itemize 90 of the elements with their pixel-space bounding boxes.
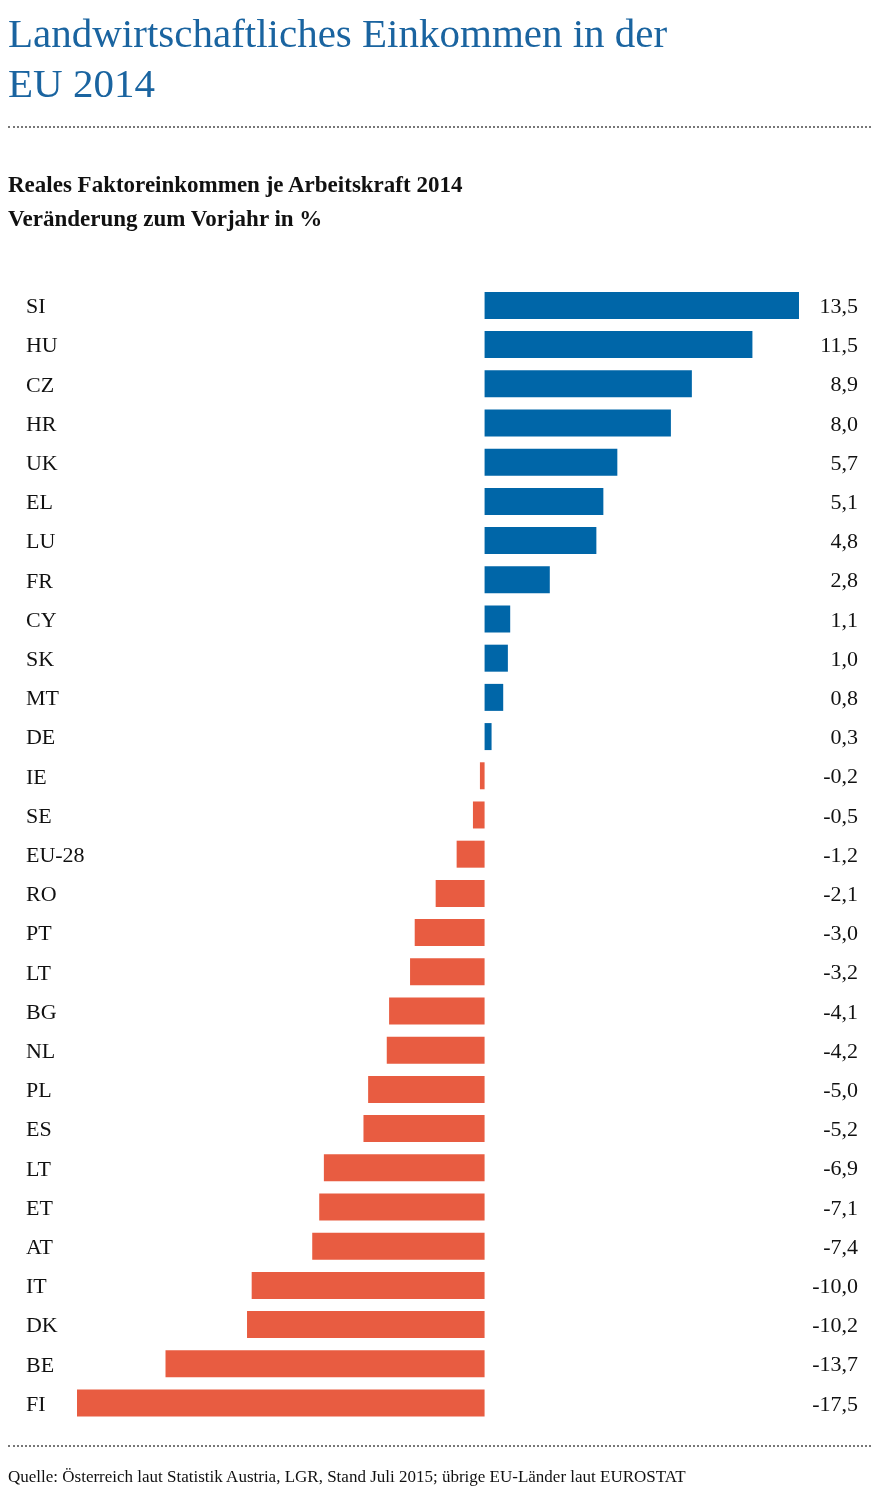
bar xyxy=(484,370,692,398)
y-tick-label: BE xyxy=(26,1351,55,1377)
bar xyxy=(435,879,485,907)
y-tick-label: SE xyxy=(26,802,52,828)
chart-title: Landwirtschaftliches Einkommen in der EU 2014 xyxy=(8,9,669,108)
data-label: -4,2 xyxy=(823,1037,858,1063)
bar xyxy=(484,487,604,515)
data-label: 1,0 xyxy=(830,645,858,671)
bar xyxy=(472,801,485,829)
data-label: 11,5 xyxy=(820,332,858,358)
data-label: -0,5 xyxy=(823,802,858,828)
y-tick-label: LT xyxy=(26,959,52,985)
data-label: -17,5 xyxy=(812,1390,858,1416)
y-tick-label: SK xyxy=(26,646,55,672)
bar xyxy=(484,291,799,319)
data-label: -13,7 xyxy=(812,1351,858,1377)
y-tick-label: ES xyxy=(26,1116,52,1142)
bar xyxy=(484,448,618,476)
bar xyxy=(484,605,511,633)
bar xyxy=(312,1232,485,1260)
y-tick-label: LU xyxy=(26,528,56,554)
y-tick-label: CY xyxy=(26,606,57,632)
bar xyxy=(363,1115,485,1143)
data-label: 0,8 xyxy=(830,685,858,711)
data-label: -7,1 xyxy=(823,1194,858,1220)
data-label: -1,2 xyxy=(823,841,858,867)
data-label: -2,1 xyxy=(823,881,858,907)
data-label: -4,1 xyxy=(823,998,858,1024)
bar xyxy=(484,644,508,672)
bar xyxy=(368,1075,485,1103)
y-tick-label: IE xyxy=(26,763,47,789)
bar xyxy=(251,1271,485,1299)
y-tick-label: CZ xyxy=(26,371,55,397)
bar xyxy=(414,919,485,947)
chart-subtitle: Reales Faktoreinkommen je Arbeitskraft 2014 Veränderung zum Vorjahr in % xyxy=(8,171,464,233)
y-tick-label: MT xyxy=(26,685,60,711)
bar xyxy=(484,527,597,555)
y-tick-label: RO xyxy=(26,881,57,907)
data-label: -5,2 xyxy=(823,1116,858,1142)
bar xyxy=(389,997,485,1025)
bar xyxy=(165,1350,485,1378)
y-tick-label: BG xyxy=(26,998,57,1024)
data-label: 5,1 xyxy=(830,489,858,515)
y-tick-label: UK xyxy=(26,450,58,476)
source-note: Quelle: Österreich laut Statistik Austria, LGR, Stand Juli 2015; übrige EU-Länder laut EUROSTAT xyxy=(8,1466,687,1487)
y-tick-label: EU-28 xyxy=(26,842,85,868)
data-label: -0,2 xyxy=(823,763,858,789)
data-label: 0,3 xyxy=(830,724,858,750)
bar xyxy=(479,762,485,790)
data-label: -7,4 xyxy=(823,1233,858,1259)
data-label: 1,1 xyxy=(830,606,858,632)
bar xyxy=(247,1311,485,1339)
data-label: 8,9 xyxy=(830,371,858,397)
y-tick-label: HR xyxy=(26,410,57,436)
y-tick-label: DK xyxy=(26,1312,58,1338)
bar xyxy=(484,683,504,711)
data-label: -3,2 xyxy=(823,959,858,985)
data-label: 8,0 xyxy=(830,410,858,436)
bar xyxy=(484,331,753,359)
data-label: -5,0 xyxy=(823,1077,858,1103)
data-label: -10,2 xyxy=(812,1312,858,1338)
y-tick-label: IT xyxy=(26,1273,48,1299)
y-tick-label: NL xyxy=(26,1038,56,1064)
data-label: -6,9 xyxy=(823,1155,858,1181)
bar xyxy=(484,409,671,437)
y-tick-label: AT xyxy=(26,1234,54,1260)
y-tick-label: PT xyxy=(26,920,53,946)
y-tick-label: PL xyxy=(26,1077,52,1103)
y-tick-label: EL xyxy=(26,489,53,515)
y-tick-label: HU xyxy=(26,332,58,358)
y-tick-label: ET xyxy=(26,1194,54,1220)
data-label: 2,8 xyxy=(830,567,858,593)
data-label: -10,0 xyxy=(812,1273,858,1299)
bar xyxy=(386,1036,485,1064)
bar xyxy=(319,1193,485,1221)
y-tick-label: FR xyxy=(26,567,54,593)
bar xyxy=(410,958,485,986)
bar xyxy=(77,1389,485,1417)
data-label: 13,5 xyxy=(819,293,858,319)
y-tick-label: SI xyxy=(26,293,46,319)
y-tick-label: DE xyxy=(26,724,56,750)
bar xyxy=(456,840,485,868)
bar xyxy=(323,1154,485,1182)
data-label: -3,0 xyxy=(823,920,858,946)
y-tick-label: LT xyxy=(26,1155,52,1181)
y-tick-label: FI xyxy=(26,1390,46,1416)
bar xyxy=(484,566,550,594)
data-label: 4,8 xyxy=(830,528,858,554)
data-label: 5,7 xyxy=(830,449,858,475)
bar xyxy=(484,723,492,751)
